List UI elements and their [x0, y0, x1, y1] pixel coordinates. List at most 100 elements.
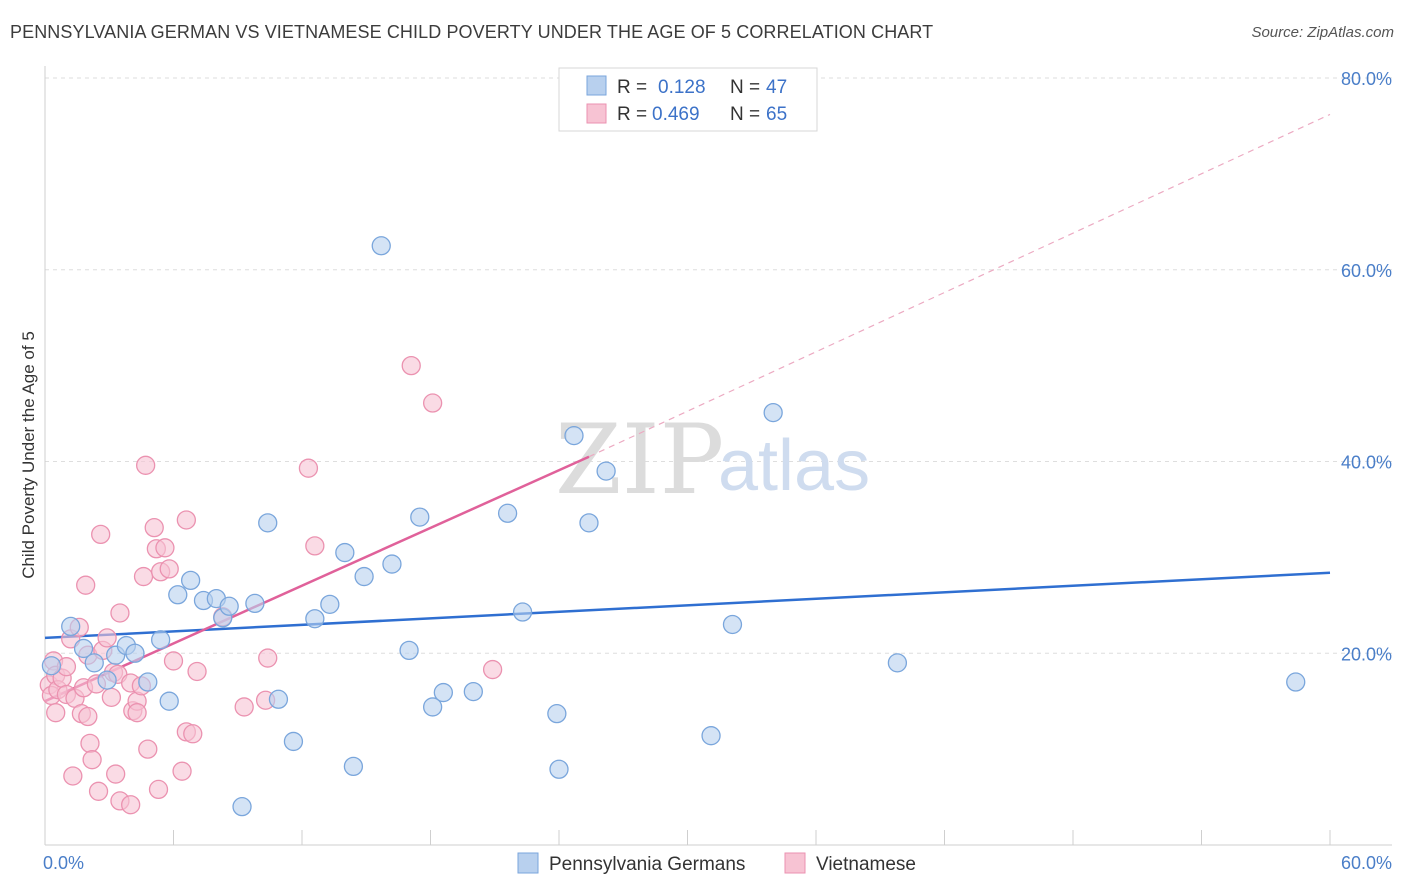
- bottom-legend-swatch-pink: [784, 852, 806, 874]
- vietnamese-point-57: [305, 536, 325, 556]
- y-tick-labels: 20.0% 40.0% 60.0% 80.0%: [1341, 69, 1392, 664]
- series-pennsylvania-germans-points: [41, 236, 1306, 817]
- vietnamese-point-32: [121, 795, 141, 815]
- pennsylvania-germans-point-40: [596, 461, 616, 481]
- vietnamese-point-60: [482, 659, 503, 680]
- trend-line-vietnamese: [44, 455, 590, 703]
- pennsylvania-germans-point-33: [463, 681, 483, 702]
- vietnamese-point-45: [159, 559, 179, 579]
- vietnamese-point-22: [91, 524, 111, 545]
- vietnamese-point-27: [106, 764, 126, 784]
- vietnamese-point-30: [110, 603, 130, 623]
- pennsylvania-germans-point-38: [564, 425, 584, 446]
- bottom-legend-label-blue: Pennsylvania Germans: [549, 854, 745, 875]
- vietnamese-point-4: [46, 703, 66, 723]
- pennsylvania-germans-point-37: [549, 759, 569, 779]
- vietnamese-point-10: [63, 766, 83, 786]
- vietnamese-point-56: [298, 458, 319, 478]
- vietnamese-point-21: [88, 781, 109, 801]
- y-tick-label-0: 20.0%: [1341, 644, 1392, 664]
- pennsylvania-germans-point-34: [497, 503, 518, 523]
- pennsylvania-germans-point-9: [150, 630, 171, 650]
- pennsylvania-germans-point-0: [41, 656, 62, 676]
- vietnamese-point-53: [234, 697, 254, 717]
- pennsylvania-germans-point-11: [168, 585, 188, 605]
- y-axis-label: Child Poverty Under the Age of 5: [19, 331, 38, 579]
- vietnamese-point-38: [136, 455, 156, 475]
- legend-r-value-1: 0.469: [652, 104, 700, 125]
- bottom-legend-label-pink: Vietnamese: [816, 854, 916, 875]
- legend-n-label-1: N =: [730, 104, 760, 125]
- vietnamese-point-50: [183, 724, 203, 744]
- vietnamese-point-46: [163, 651, 184, 671]
- pennsylvania-germans-point-36: [547, 704, 567, 724]
- pennsylvania-germans-point-21: [283, 731, 304, 752]
- pennsylvania-germans-point-16: [219, 596, 239, 616]
- legend-r-label-0: R =: [617, 77, 647, 98]
- pennsylvania-germans-point-25: [343, 756, 364, 777]
- pennsylvania-germans-point-18: [245, 593, 265, 614]
- watermark: ZIP atlas: [555, 404, 870, 516]
- pennsylvania-germans-point-7: [125, 643, 145, 663]
- vietnamese-point-19: [82, 750, 102, 770]
- pennsylvania-germans-point-39: [579, 513, 599, 533]
- pennsylvania-germans-point-28: [382, 554, 402, 574]
- pennsylvania-germans-point-19: [258, 513, 278, 533]
- pennsylvania-germans-point-32: [433, 682, 454, 703]
- stats-legend: R = 0.128 N = 47 R = 0.469 N = 65: [558, 67, 818, 132]
- vietnamese-point-59: [422, 393, 443, 413]
- series-legend: Pennsylvania Germans Vietnamese: [517, 852, 916, 875]
- pennsylvania-germans-point-31: [422, 697, 443, 717]
- trend-line-pennsylvania-germans: [44, 571, 1331, 640]
- pennsylvania-germans-point-2: [73, 638, 94, 659]
- legend-swatch-pink: [586, 103, 607, 124]
- vietnamese-point-42: [148, 779, 169, 800]
- legend-n-label-0: N =: [730, 77, 760, 98]
- vietnamese-point-39: [138, 739, 158, 759]
- legend-n-value-1: 65: [766, 104, 787, 125]
- vietnamese-point-47: [172, 761, 192, 781]
- pennsylvania-germans-point-35: [512, 602, 533, 622]
- vietnamese-point-48: [176, 510, 197, 530]
- pennsylvania-germans-point-8: [138, 672, 158, 692]
- bottom-legend-swatch-blue: [517, 852, 539, 874]
- pennsylvania-germans-point-44: [887, 653, 908, 673]
- source-label: Source: ZipAtlas.com: [1251, 24, 1394, 41]
- pennsylvania-germans-point-30: [410, 507, 430, 527]
- pennsylvania-germans-point-12: [180, 570, 201, 591]
- pennsylvania-germans-point-26: [354, 566, 374, 587]
- pennsylvania-germans-point-23: [320, 594, 340, 615]
- pennsylvania-germans-point-4: [97, 670, 117, 690]
- pennsylvania-germans-point-3: [84, 653, 104, 673]
- pennsylvania-germans-point-10: [159, 691, 179, 711]
- grid: [45, 77, 1392, 654]
- pennsylvania-germans-point-41: [701, 726, 721, 746]
- pennsylvania-germans-point-27: [371, 236, 391, 256]
- pennsylvania-germans-point-24: [335, 542, 355, 563]
- pennsylvania-germans-point-29: [399, 640, 419, 661]
- vietnamese-point-58: [401, 355, 421, 376]
- pennsylvania-germans-point-22: [305, 609, 325, 629]
- pennsylvania-germans-point-45: [1286, 672, 1306, 692]
- legend-r-value-0: 0.128: [658, 77, 706, 98]
- vietnamese-point-35: [127, 703, 147, 723]
- vietnamese-point-37: [133, 566, 154, 587]
- vietnamese-point-55: [258, 648, 278, 668]
- legend-swatch-blue: [586, 75, 607, 96]
- vietnamese-point-15: [76, 575, 96, 595]
- pennsylvania-germans-point-17: [232, 797, 252, 817]
- watermark-atlas: atlas: [718, 426, 870, 506]
- series-vietnamese-points: [39, 355, 503, 815]
- vietnamese-point-25: [101, 687, 122, 708]
- vietnamese-point-24: [97, 628, 117, 648]
- axes: [44, 66, 1392, 846]
- pennsylvania-germans-point-20: [268, 689, 289, 709]
- vietnamese-point-18: [80, 733, 100, 754]
- pennsylvania-germans-point-42: [722, 614, 743, 635]
- x-tick-min: 0.0%: [43, 853, 84, 873]
- vietnamese-point-44: [155, 538, 175, 558]
- trend-line-vietnamese-extension: [588, 113, 1331, 458]
- vietnamese-point-16: [78, 706, 98, 727]
- y-tick-label-3: 80.0%: [1341, 69, 1392, 89]
